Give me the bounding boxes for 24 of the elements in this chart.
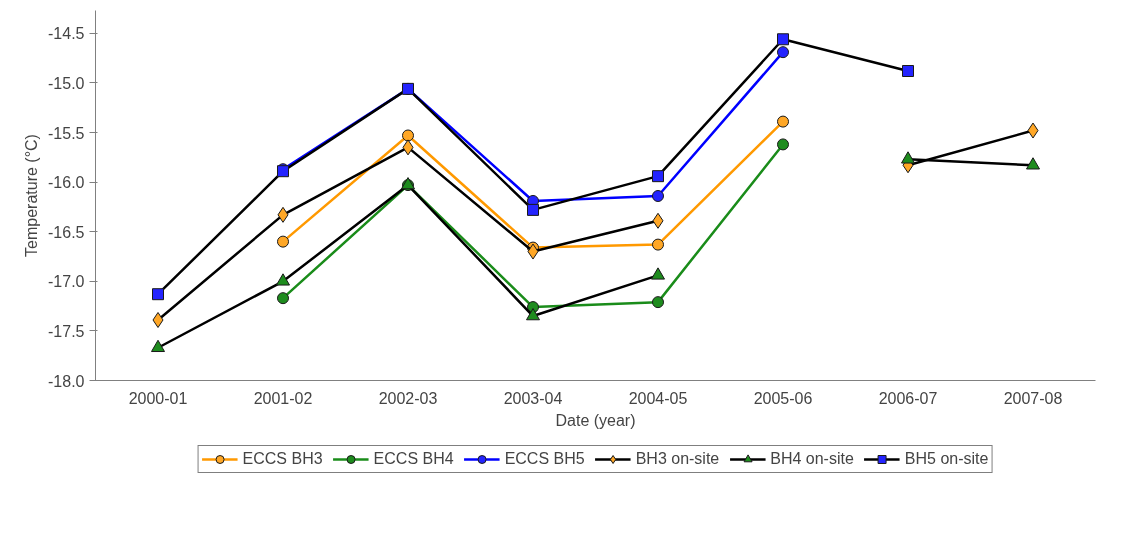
legend-label: ECCS BH4 — [373, 450, 454, 468]
y-axis-title: Temperature (°C) — [23, 134, 41, 257]
x-tick-label: 2007-08 — [1003, 389, 1063, 407]
x-tick-label: 2004-05 — [628, 389, 688, 407]
y-tick-label: -16.0 — [48, 174, 85, 192]
legend-label: BH3 on-site — [635, 450, 720, 468]
x-axis-title: Date (year) — [555, 411, 636, 429]
x-tick-label: 2001-02 — [253, 389, 313, 407]
y-tick-label: -15.5 — [48, 124, 85, 142]
y-tick-label: -16.5 — [48, 223, 85, 241]
x-tick-label: 2005-06 — [753, 389, 813, 407]
y-tick-label: -17.5 — [48, 322, 85, 340]
y-tick-label: -18.0 — [48, 372, 85, 390]
legend-label: BH5 on-site — [904, 450, 989, 468]
legend-label: ECCS BH3 — [242, 450, 323, 468]
x-tick-label: 2000-01 — [128, 389, 188, 407]
legend-label: ECCS BH5 — [504, 450, 585, 468]
y-tick-label: -17.0 — [48, 273, 85, 291]
x-tick-label: 2003-04 — [503, 389, 563, 407]
y-tick-label: -14.5 — [48, 25, 85, 43]
x-tick-label: 2002-03 — [378, 389, 438, 407]
y-tick-label: -15.0 — [48, 74, 85, 92]
legend-label: BH4 on-site — [770, 450, 854, 468]
x-tick-label: 2006-07 — [878, 389, 938, 407]
